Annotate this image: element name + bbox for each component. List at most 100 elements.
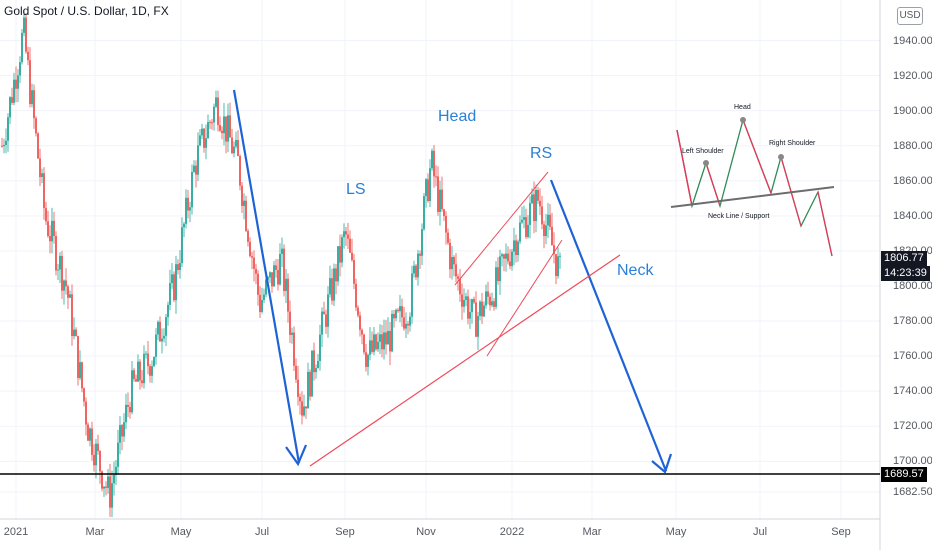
candle-body	[51, 220, 53, 242]
candle-body	[141, 380, 143, 384]
candle-body	[425, 179, 427, 197]
candle-body	[131, 370, 133, 413]
candle-body	[43, 173, 45, 209]
candle-body	[127, 404, 129, 407]
candle-body	[439, 189, 441, 212]
candle-body	[1, 145, 3, 147]
current-price-tag: 1806.77	[881, 251, 927, 266]
candle-body	[161, 338, 163, 342]
candle-body	[527, 224, 529, 238]
candle-body	[147, 353, 149, 367]
candle-body	[531, 194, 533, 204]
candle-body	[135, 379, 137, 382]
trend-arrow-2-head	[651, 453, 673, 474]
candle-body	[45, 208, 47, 222]
candle-body	[239, 156, 241, 186]
candle-body	[261, 300, 263, 313]
candle-body	[549, 214, 551, 227]
inset-red-5	[817, 191, 833, 257]
candle-body	[15, 79, 17, 89]
candle-body	[293, 332, 295, 366]
candle-body	[95, 443, 97, 466]
inset-label-right-shoulder: Right Shoulder	[769, 140, 816, 147]
candle-body	[327, 294, 329, 327]
candle-body	[211, 122, 213, 124]
candle-body	[365, 352, 367, 367]
candle-body	[431, 150, 433, 169]
candle-body	[393, 313, 395, 319]
candle-body	[555, 254, 557, 277]
candle-body	[505, 253, 507, 259]
inset-diagram	[670, 117, 835, 257]
x-tick-label: Sep	[831, 526, 851, 538]
candle-body	[123, 422, 125, 437]
candle-body	[177, 264, 179, 270]
candle-body	[223, 116, 225, 134]
candle-body	[477, 315, 479, 337]
candle-body	[187, 197, 189, 211]
candle-body	[401, 306, 403, 318]
candle-body	[357, 307, 359, 316]
candle-body	[317, 360, 319, 369]
candle-body	[435, 176, 437, 178]
candle-body	[65, 280, 67, 287]
candle-body	[519, 222, 521, 242]
candle-body	[281, 248, 283, 254]
candle-body	[287, 278, 289, 312]
candle-body	[39, 158, 41, 178]
candle-body	[237, 139, 239, 157]
candle-body	[221, 130, 223, 134]
candle-body	[547, 214, 549, 226]
candle-body	[155, 334, 157, 357]
candle-body	[473, 299, 475, 303]
candle-body	[309, 371, 311, 397]
candle-body	[107, 476, 109, 488]
candle-body	[355, 283, 357, 308]
y-tick-label: 1700.00	[893, 455, 932, 468]
annotation-neck: Neck	[617, 262, 654, 279]
candle-body	[413, 265, 415, 274]
currency-button[interactable]: USD	[897, 7, 923, 25]
candle-body	[405, 323, 407, 329]
x-tick-label: Mar	[85, 526, 105, 538]
candle-body	[399, 306, 401, 312]
candle-body	[429, 168, 431, 202]
candle-body	[333, 268, 335, 301]
candle-body	[9, 97, 11, 118]
candle-body	[375, 334, 377, 350]
candle-body	[87, 424, 89, 441]
candle-body	[295, 365, 297, 380]
candle-body	[31, 90, 33, 105]
candle-body	[49, 236, 51, 242]
candle-body	[113, 474, 115, 484]
x-tick-label: Mar	[582, 526, 602, 538]
annotation-head: Head	[438, 108, 477, 125]
candle-body	[543, 224, 545, 237]
candle-body	[307, 371, 309, 409]
x-tick-label: May	[170, 526, 192, 538]
candle-body	[533, 194, 535, 222]
candle-body	[77, 336, 79, 379]
candle-body	[81, 362, 83, 389]
candle-body	[233, 146, 235, 154]
candle-body	[91, 428, 93, 455]
candle-body	[263, 294, 265, 301]
candle-body	[305, 406, 307, 409]
candle-body	[497, 267, 499, 282]
support-price-tag: 1689.57	[881, 467, 927, 482]
candle-body	[553, 245, 555, 255]
candle-body	[487, 291, 489, 297]
candle-body	[297, 379, 299, 397]
candle-body	[89, 428, 91, 441]
candle-body	[353, 260, 355, 284]
candle-body	[325, 314, 327, 327]
inset-neck-line	[670, 186, 835, 208]
candle-body	[557, 256, 559, 277]
candle-body	[437, 176, 439, 212]
candle-body	[47, 221, 49, 237]
channel-lower	[486, 239, 563, 357]
candle-body	[37, 133, 39, 159]
countdown-tag: 14:23:39	[881, 266, 930, 281]
candle-body	[185, 197, 187, 224]
